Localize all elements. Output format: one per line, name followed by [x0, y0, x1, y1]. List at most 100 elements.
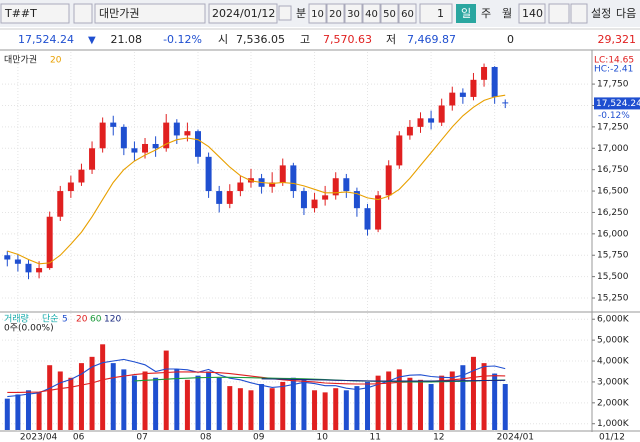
minute-option: 10 [311, 9, 324, 20]
unit-box[interactable] [419, 3, 453, 24]
next[interactable]: 다음 [616, 7, 636, 20]
candle-body [78, 169, 85, 183]
month[interactable]: 월 [502, 7, 512, 20]
volume-bar [439, 375, 445, 430]
volume-bar [15, 394, 21, 430]
candle-body [67, 182, 74, 192]
volume-bar [269, 388, 275, 430]
annotation: LC:14.65 [594, 56, 634, 66]
candle-body [173, 122, 180, 136]
volume-bar [428, 384, 434, 430]
low: 7,469.87 [407, 33, 456, 46]
candle-body [343, 178, 350, 192]
calendar-button[interactable] [278, 5, 292, 21]
x-tick-label: 09 [253, 433, 265, 442]
y-tick-label: 4,000K [597, 357, 630, 367]
annotation: 17,524.24 [596, 99, 640, 109]
volume-bar [121, 369, 127, 430]
x-tick-label: 08 [200, 433, 212, 442]
volume-bar [47, 365, 53, 430]
candle-body [269, 182, 276, 187]
candle-body [89, 148, 96, 170]
volume-bar [417, 379, 423, 430]
minute-button [326, 3, 345, 24]
volume-bar [290, 377, 296, 430]
candle-body [364, 208, 371, 230]
volume-bar [343, 390, 349, 430]
volume-bar [216, 377, 222, 430]
y-tick-label: 17,000 [597, 144, 629, 154]
candle-body [332, 178, 339, 196]
x-tick-label: 12 [433, 433, 444, 442]
volume-subtitle: 0주(0.00%) [4, 323, 54, 334]
candle-body [438, 105, 445, 123]
volume-bar [195, 375, 201, 430]
minute-option: 40 [365, 9, 378, 20]
y-tick-label: 17,250 [597, 122, 629, 132]
tool-button[interactable] [548, 3, 570, 24]
candle-body [14, 259, 21, 264]
candle-body [290, 165, 297, 192]
candle-body [57, 191, 64, 217]
count-box[interactable] [518, 3, 546, 24]
candle-body [385, 165, 392, 196]
candle-body [481, 66, 488, 80]
candle-body [417, 118, 424, 127]
candle-body [279, 165, 286, 183]
candle-body [120, 126, 127, 149]
name-box [94, 3, 206, 24]
minute-option: 30 [347, 9, 360, 20]
volume-bar [312, 390, 318, 430]
minute-button [344, 3, 363, 24]
minute-option: 50 [383, 9, 396, 20]
candle-body [449, 92, 456, 106]
high: 7,570.63 [323, 33, 372, 46]
candle-body [205, 156, 212, 192]
volume-bar [237, 388, 243, 430]
minute-button [362, 3, 381, 24]
week[interactable]: 주 [481, 7, 491, 20]
y-tick-label: 15,250 [597, 294, 629, 304]
minute-button [308, 3, 327, 24]
moving-average [7, 94, 506, 265]
amount: 29,321 [598, 33, 637, 46]
volume-average [7, 358, 506, 398]
volume-bar [365, 381, 371, 430]
volume-bar [259, 384, 265, 430]
x-tick-label: 07 [136, 433, 147, 442]
settings[interactable]: 설정 [591, 7, 611, 20]
candle-body [322, 195, 329, 200]
candle-body [428, 118, 435, 123]
change: 21.08 [111, 33, 143, 46]
minute-button [398, 3, 417, 24]
date-box[interactable] [208, 3, 278, 24]
candle-body [131, 148, 138, 153]
volume-bar [280, 381, 286, 430]
day-button[interactable] [456, 4, 476, 23]
y-tick-label: 15,500 [597, 272, 629, 282]
candle-body [46, 216, 53, 269]
volume-bar [78, 363, 84, 430]
code-box[interactable] [0, 3, 70, 24]
volume-bar [206, 371, 212, 430]
low-label: 저 [386, 33, 396, 46]
y-tick-label: 16,750 [597, 165, 629, 175]
volume-bar [333, 388, 339, 430]
y-tick-label: 2,000K [597, 398, 630, 408]
legend-title: 대만가권 [4, 54, 37, 66]
search-button[interactable] [73, 3, 93, 24]
candle-body [375, 195, 382, 230]
minute[interactable]: 분 [296, 7, 306, 20]
tool-button[interactable] [570, 3, 588, 24]
volume-bar [68, 377, 74, 430]
candle-body [502, 102, 509, 104]
volume-bar [4, 398, 10, 430]
volume-bar [354, 386, 360, 430]
price-tag [594, 97, 640, 110]
volume-bar [131, 375, 137, 430]
candle-body [311, 199, 318, 209]
candle-body [142, 143, 149, 153]
open: 7,536.05 [236, 33, 285, 46]
volume: 0 [507, 33, 514, 46]
